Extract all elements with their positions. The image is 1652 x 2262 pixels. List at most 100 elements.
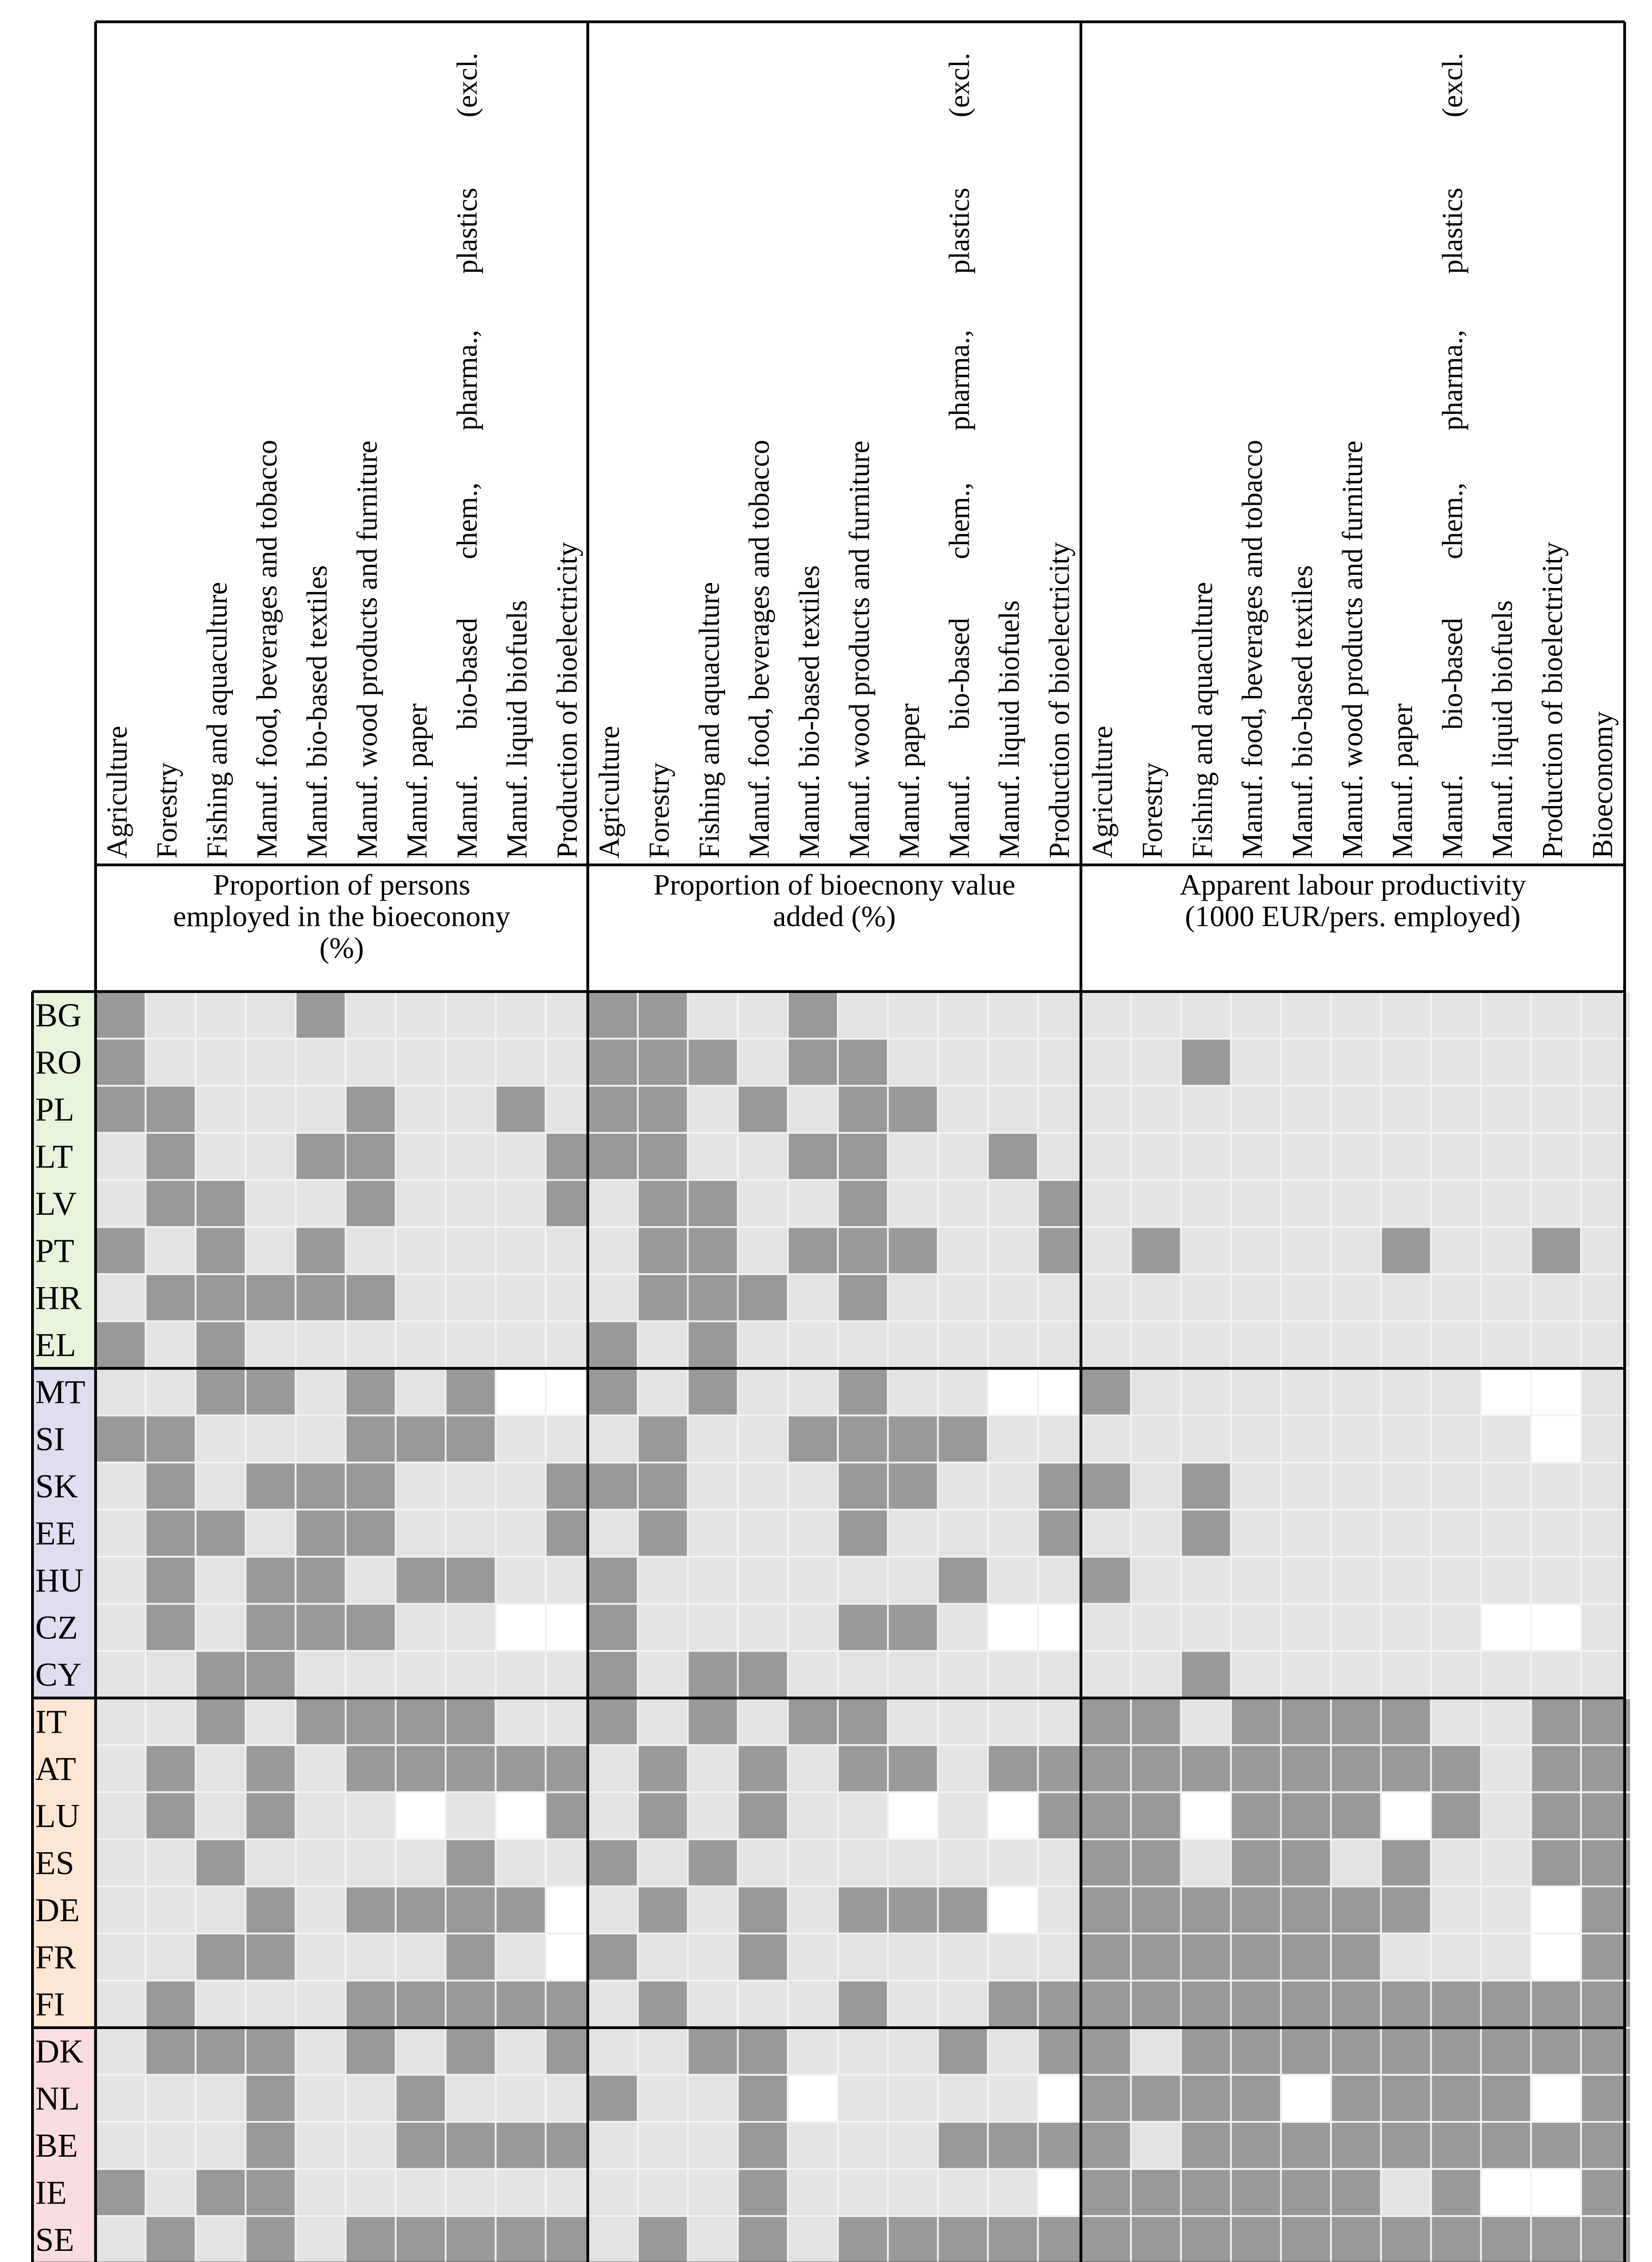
heatmap-cell [638, 1605, 687, 1650]
heatmap-cell [989, 1228, 1037, 1273]
heatmap-cell [496, 1134, 545, 1179]
heatmap-cell [1382, 2029, 1430, 2074]
heatmap-cell [589, 1369, 637, 1415]
heatmap-cell [1332, 1887, 1380, 1933]
heatmap-cell [1382, 1981, 1430, 2027]
country-label: PL [35, 1091, 74, 1128]
heatmap-cell [989, 1039, 1037, 1085]
heatmap-cell [1382, 992, 1430, 1038]
heatmap-cell [1131, 1605, 1180, 1650]
heatmap-cell [989, 1746, 1037, 1792]
heatmap-cell [1432, 2075, 1480, 2121]
heatmap-cell [1039, 1039, 1087, 1085]
heatmap-cell [1131, 1322, 1180, 1367]
heatmap-cell [989, 2029, 1037, 2074]
heatmap-cell [1182, 1087, 1230, 1132]
heatmap-cell [1039, 1181, 1087, 1226]
heatmap-cell [196, 2123, 245, 2168]
sector-label: Forestry [1137, 762, 1169, 858]
heatmap-cell [1532, 1416, 1580, 1462]
heatmap-cell [496, 1416, 545, 1462]
heatmap-cell [1432, 1699, 1480, 1744]
panel-title: (%) [320, 931, 364, 964]
heatmap-cell [589, 1463, 637, 1509]
heatmap-cell [446, 1463, 495, 1509]
heatmap-cell [1432, 2170, 1480, 2215]
heatmap-cell [1532, 2170, 1580, 2215]
heatmap-cell [347, 1416, 395, 1462]
heatmap-cell [1582, 1275, 1630, 1321]
heatmap-cell [96, 1887, 145, 1933]
heatmap-cell [1382, 1652, 1430, 1697]
heatmap-cell [96, 1840, 145, 1886]
heatmap-cell [96, 1181, 145, 1226]
country-label: EL [35, 1327, 76, 1364]
heatmap-cell [839, 1039, 887, 1085]
heatmap-cell [1382, 2123, 1430, 2168]
heatmap-cell [1332, 992, 1380, 1038]
heatmap-cell [246, 1416, 295, 1462]
country-label: CZ [35, 1609, 78, 1646]
heatmap-cell [1482, 1746, 1530, 1792]
heatmap-cell [1332, 1558, 1380, 1603]
heatmap-cell [888, 1322, 937, 1367]
heatmap-cell [888, 1134, 937, 1179]
heatmap-cell [1082, 1510, 1130, 1556]
heatmap-cell [1482, 1887, 1530, 1933]
heatmap-cell [446, 1652, 495, 1697]
heatmap-cell [296, 2123, 345, 2168]
heatmap-cell [1282, 992, 1330, 1038]
heatmap-cell [396, 1840, 445, 1886]
heatmap-cell [989, 1087, 1037, 1132]
sector-label: Forestry [644, 762, 675, 858]
heatmap-cell [1039, 1793, 1087, 1838]
heatmap-cell [96, 2123, 145, 2168]
heatmap-cell [196, 992, 245, 1038]
heatmap-cell [1382, 2075, 1430, 2121]
heatmap-cell [1482, 1275, 1530, 1321]
heatmap-cell [496, 1793, 545, 1838]
heatmap-cell [496, 1181, 545, 1226]
heatmap-cell [296, 1369, 345, 1415]
heatmap-cell [1282, 1322, 1330, 1367]
heatmap-cell [839, 1746, 887, 1792]
heatmap-cell [688, 1558, 737, 1603]
country-label: HU [35, 1562, 84, 1599]
heatmap-cell [296, 992, 345, 1038]
heatmap-cell [146, 1275, 195, 1321]
heatmap-cell [1182, 2170, 1230, 2215]
heatmap-cell [589, 2170, 637, 2215]
heatmap-cell [739, 1039, 787, 1085]
heatmap-cell [1432, 2123, 1480, 2168]
heatmap-cell [396, 1087, 445, 1132]
heatmap-cell [196, 1981, 245, 2027]
heatmap-cell [146, 992, 195, 1038]
heatmap-cell [496, 2217, 545, 2262]
sector-label: Manuf. food, beverages and tobacco [1237, 440, 1268, 858]
heatmap-cell [296, 1039, 345, 1085]
heatmap-cell [1332, 2217, 1380, 2262]
heatmap-cell [638, 1981, 687, 2027]
heatmap-cell [246, 1840, 295, 1886]
heatmap-cell [1232, 1416, 1280, 1462]
heatmap-cell [146, 1463, 195, 1509]
heatmap-cell [1232, 1652, 1280, 1697]
heatmap-cell [246, 1981, 295, 2027]
sector-label: Agriculture [102, 726, 133, 858]
heatmap-cell [938, 1605, 987, 1650]
heatmap-cell [1232, 1134, 1280, 1179]
heatmap-cell [739, 1369, 787, 1415]
country-group-band [32, 992, 96, 1368]
heatmap-cell [888, 2075, 937, 2121]
heatmap-cell [446, 2123, 495, 2168]
heatmap-cell [446, 1416, 495, 1462]
heatmap-cell [296, 2029, 345, 2074]
heatmap-cell [396, 1134, 445, 1179]
heatmap-cell [1039, 1087, 1087, 1132]
heatmap-cell [1382, 1228, 1430, 1273]
heatmap-cell [688, 2217, 737, 2262]
heatmap-cell [1332, 1039, 1380, 1085]
heatmap-cell [1432, 1181, 1480, 1226]
heatmap-cell [96, 1934, 145, 1980]
heatmap-cell [1332, 1181, 1380, 1226]
